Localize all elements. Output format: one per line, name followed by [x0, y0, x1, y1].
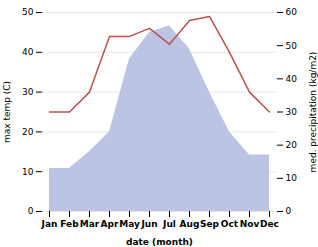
svg-text:20: 20: [286, 140, 298, 150]
svg-text:50: 50: [22, 7, 34, 17]
svg-text:60: 60: [286, 7, 298, 17]
svg-text:40: 40: [22, 47, 34, 57]
svg-text:10: 10: [286, 173, 298, 183]
svg-text:Dec: Dec: [260, 219, 279, 229]
svg-text:40: 40: [286, 74, 298, 84]
svg-text:0: 0: [286, 206, 292, 216]
svg-text:Sep: Sep: [200, 219, 220, 229]
svg-text:Nov: Nov: [240, 219, 260, 229]
svg-text:10: 10: [22, 167, 34, 177]
svg-text:30: 30: [286, 107, 298, 117]
svg-text:Aug: Aug: [180, 219, 200, 229]
svg-text:Jan: Jan: [41, 219, 58, 229]
svg-text:max temp (C): max temp (C): [2, 81, 12, 143]
svg-text:50: 50: [286, 41, 298, 51]
svg-text:med. precipitation (kg/m2): med. precipitation (kg/m2): [308, 52, 318, 173]
svg-text:Jun: Jun: [140, 219, 157, 229]
svg-text:May: May: [119, 219, 140, 229]
svg-text:Jul: Jul: [162, 219, 176, 229]
svg-text:Mar: Mar: [80, 219, 100, 229]
svg-text:30: 30: [22, 87, 34, 97]
svg-text:Oct: Oct: [221, 219, 239, 229]
svg-text:0: 0: [28, 206, 34, 216]
svg-text:20: 20: [22, 127, 34, 137]
svg-text:Feb: Feb: [60, 219, 79, 229]
svg-text:date (month): date (month): [126, 237, 193, 247]
svg-text:Apr: Apr: [101, 219, 119, 229]
